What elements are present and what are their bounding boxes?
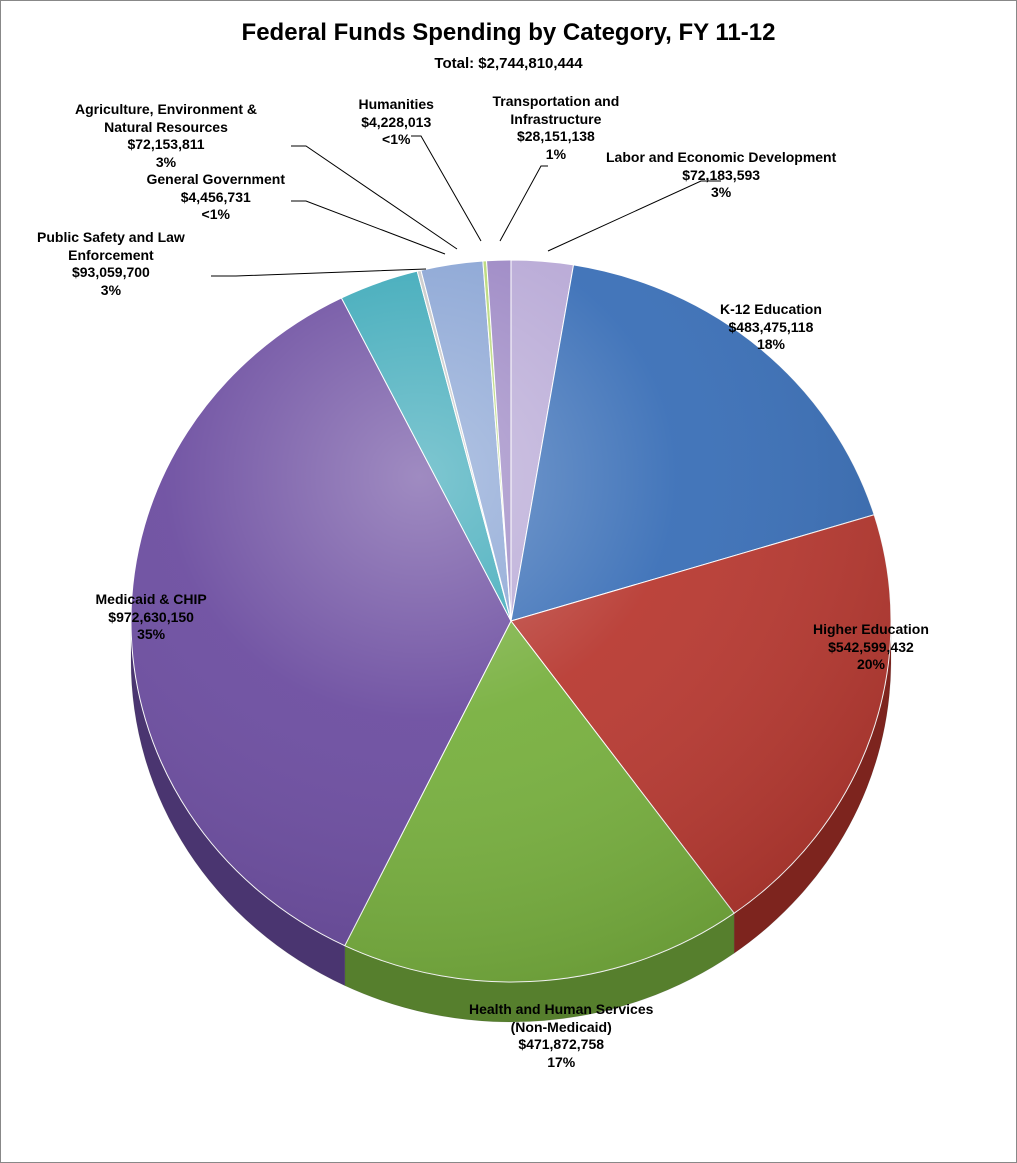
leader-line — [500, 166, 548, 241]
slice-label: Agriculture, Environment & Natural Resou… — [75, 101, 257, 171]
chart-frame: Federal Funds Spending by Category, FY 1… — [0, 0, 1017, 1163]
slice-label: Public Safety and Law Enforcement $93,05… — [37, 229, 185, 299]
slice-label: K-12 Education $483,475,118 18% — [720, 301, 822, 354]
slice-label: Higher Education $542,599,432 20% — [813, 621, 929, 674]
leader-line — [291, 146, 457, 249]
slice-label: Health and Human Services (Non-Medicaid)… — [469, 1001, 653, 1071]
slice-label: General Government $4,456,731 <1% — [147, 171, 286, 224]
slice-label: Medicaid & CHIP $972,630,150 35% — [96, 591, 207, 644]
slice-label: Humanities $4,228,013 <1% — [359, 96, 434, 149]
slice-label: Transportation and Infrastructure $28,15… — [493, 93, 620, 163]
slice-label: Labor and Economic Development $72,183,5… — [606, 149, 836, 202]
leader-line — [291, 201, 445, 254]
leader-line — [211, 269, 426, 276]
